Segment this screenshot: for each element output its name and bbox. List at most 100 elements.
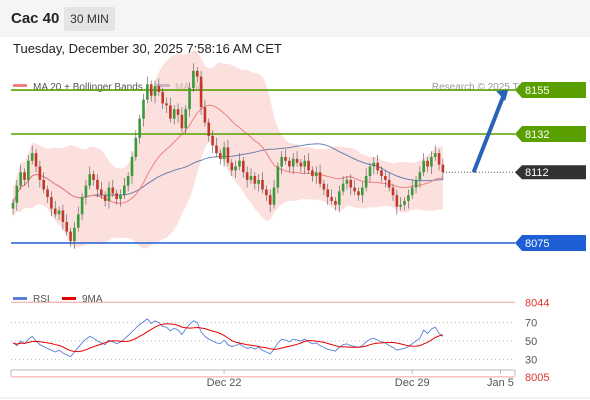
candle-body — [318, 172, 322, 184]
candle-body — [361, 187, 364, 196]
forecast-arrow-head — [496, 90, 509, 102]
candle-body — [34, 153, 38, 167]
candle-body — [268, 195, 272, 205]
candle-body — [384, 176, 387, 180]
candle-body — [441, 164, 445, 173]
candle-body — [73, 227, 76, 242]
candle-body — [103, 195, 107, 201]
level-label-8044: 8044 — [525, 297, 549, 309]
candle-body — [176, 109, 180, 115]
candle-body — [188, 88, 191, 110]
candle-body — [157, 86, 161, 92]
candle-body — [11, 202, 15, 209]
candle-body — [238, 160, 241, 167]
candle-body — [426, 160, 429, 167]
datetime-label: Tuesday, December 30, 2025 7:58:16 AM CE… — [13, 41, 282, 56]
candle-body — [322, 183, 326, 190]
header-bar: Cac 40 30 MIN — [0, 0, 590, 37]
candle-body — [218, 153, 222, 159]
candle-body — [226, 147, 230, 163]
candle-body — [265, 189, 268, 196]
candle-body — [437, 153, 441, 165]
level-label-8132: 8132 — [525, 129, 549, 141]
level-tag-8132 — [515, 126, 586, 142]
candle-body — [142, 99, 145, 119]
candle-body — [295, 158, 299, 163]
candle-body — [195, 70, 199, 77]
candle-body — [46, 189, 49, 198]
candle-body — [161, 91, 164, 104]
candle-body — [257, 179, 260, 184]
candle-body — [146, 84, 149, 100]
candle-body — [88, 174, 92, 186]
candle-body — [307, 160, 310, 171]
candle-body — [430, 156, 433, 167]
instrument-title: Cac 40 — [11, 10, 60, 27]
candle-body — [242, 160, 245, 173]
candle-body — [61, 210, 65, 222]
level-label-8075: 8075 — [525, 238, 549, 250]
x-tick-label: Dec 22 — [207, 377, 242, 389]
candle-body — [50, 197, 53, 209]
candle-body — [138, 118, 141, 138]
rsi-tick-30: 30 — [525, 354, 537, 366]
candle-body — [288, 160, 291, 167]
rsi-tick-70: 70 — [525, 318, 537, 330]
timeframe-button[interactable]: 30 MIN — [64, 7, 115, 31]
ma20-line — [12, 104, 443, 204]
candle-body — [107, 187, 111, 201]
candle-body — [153, 86, 157, 96]
candle-body — [357, 191, 360, 196]
candle-body — [42, 179, 46, 190]
candle-body — [92, 174, 95, 180]
candle-body — [414, 179, 418, 188]
candle-body — [330, 197, 333, 201]
candle-body — [84, 185, 88, 198]
current-price-tag — [515, 165, 586, 180]
candle-body — [395, 195, 399, 207]
candle-body — [172, 109, 176, 119]
candle-body — [165, 103, 168, 106]
candle-body — [149, 84, 153, 96]
candle-body — [326, 189, 330, 198]
candle-body — [337, 191, 341, 205]
candle-body — [387, 179, 391, 188]
candle-body — [314, 172, 318, 177]
candle-body — [341, 183, 345, 192]
legend-swatch-ma20 — [13, 84, 27, 87]
candle-body — [418, 172, 422, 180]
candle-body — [364, 176, 368, 188]
candle-body — [30, 153, 34, 161]
candle-body — [399, 204, 402, 207]
level-tag-8155 — [515, 82, 586, 99]
level-label-8005: 8005 — [525, 372, 549, 384]
candle-body — [203, 107, 207, 123]
candle-body — [234, 166, 237, 171]
candle-body — [345, 179, 349, 184]
candle-body — [80, 197, 84, 215]
candle-body — [245, 172, 249, 180]
legend-label-9ma: 9MA — [82, 294, 103, 305]
candle-body — [184, 109, 188, 129]
candle-body — [230, 162, 234, 171]
candle-body — [433, 153, 437, 157]
candle-body — [215, 145, 218, 154]
candle-body — [126, 176, 130, 186]
candle-body — [19, 172, 22, 186]
attribution: Research © 2025 Trading Central — [432, 82, 581, 93]
candle-body — [76, 214, 80, 228]
x-tick-label: Dec 29 — [395, 377, 430, 389]
candle-body — [23, 172, 26, 180]
candle-body — [276, 166, 280, 188]
candle-body — [192, 70, 195, 89]
candle-body — [299, 162, 303, 167]
rsi-tick-50: 50 — [525, 336, 537, 348]
candle-body — [349, 179, 353, 188]
candle-body — [180, 114, 184, 129]
candle-body — [211, 135, 214, 146]
candle-body — [368, 166, 372, 177]
forecast-arrow-shaft — [471, 93, 507, 173]
candle-body — [407, 195, 410, 201]
